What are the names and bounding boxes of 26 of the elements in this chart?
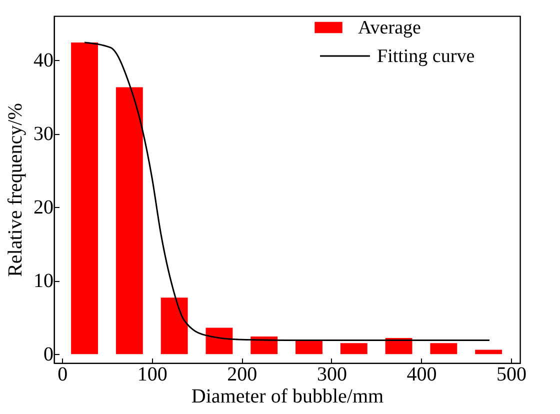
legend-label: Fitting curve — [377, 46, 475, 67]
bar — [385, 338, 412, 354]
bar — [250, 336, 278, 354]
y-tick-label: 20 — [34, 196, 54, 219]
legend-label: Average — [358, 18, 421, 38]
y-axis-title: Relative frequency/% — [4, 103, 26, 277]
bar — [340, 343, 368, 354]
y-tick-label: 40 — [34, 50, 54, 72]
bar — [116, 87, 143, 354]
line-series — [84, 42, 490, 341]
bar — [160, 298, 188, 354]
bar — [71, 42, 98, 354]
x-tick-label: 500 — [496, 364, 527, 386]
bar — [206, 328, 233, 354]
bar — [430, 343, 458, 354]
x-tick-label: 100 — [137, 364, 168, 386]
bar — [296, 340, 322, 354]
y-tick-label: 0 — [44, 344, 54, 366]
y-tick-label: 10 — [34, 270, 54, 292]
x-tick-label: 300 — [316, 364, 347, 386]
x-tick-label: 400 — [406, 364, 437, 386]
x-tick-label: 0 — [58, 364, 68, 386]
bar — [475, 350, 502, 354]
x-tick-label: 200 — [227, 364, 258, 386]
y-tick-label: 30 — [34, 123, 54, 146]
x-axis-title: Diameter of bubble/mm — [191, 386, 384, 408]
